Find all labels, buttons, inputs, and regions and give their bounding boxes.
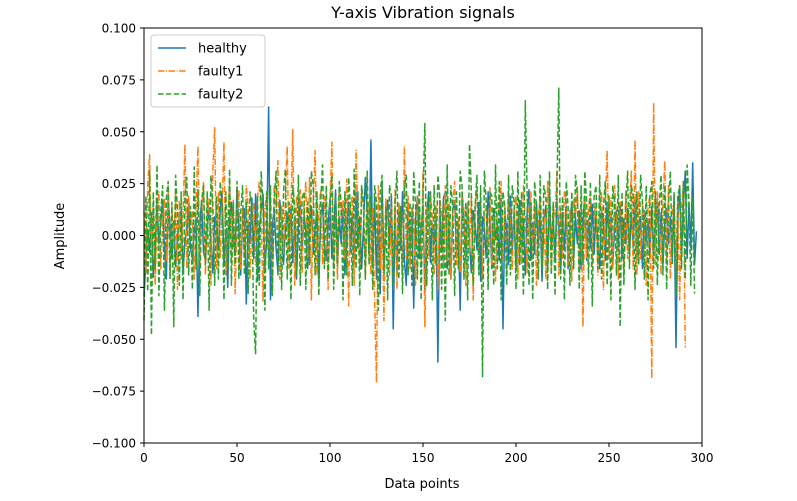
x-tick-label: 150 (412, 451, 435, 465)
legend: healthy faulty1 faulty2 (150, 34, 266, 108)
x-tick-label: 300 (691, 451, 714, 465)
y-axis-label: Amplitude (53, 203, 68, 270)
y-tick-label: 0.050 (102, 125, 136, 139)
y-tick-label: −0.050 (92, 333, 136, 347)
legend-label-faulty2: faulty2 (198, 88, 243, 103)
y-tick-label: 0.000 (102, 229, 136, 243)
x-tick-label: 0 (140, 451, 148, 465)
y-tick-label: −0.100 (92, 437, 136, 451)
x-tick-label: 200 (505, 451, 528, 465)
legend-box (150, 34, 266, 108)
y-tick-label: 0.100 (102, 22, 136, 36)
x-tick-label: 250 (598, 451, 621, 465)
legend-label-healthy: healthy (198, 42, 247, 57)
series-line-faulty1 (143, 101, 687, 384)
y-tick-label: 0.075 (102, 73, 136, 87)
y-tick-label: −0.025 (92, 281, 136, 295)
chart-title: Y-axis Vibration signals (330, 3, 515, 22)
y-tick-label: 0.025 (102, 177, 136, 191)
x-axis-label: Data points (384, 477, 459, 492)
legend-label-faulty1: faulty1 (198, 65, 243, 80)
series-layer (143, 87, 698, 384)
x-tick-label: 50 (229, 451, 244, 465)
series-line-faulty2 (143, 87, 696, 378)
x-tick-label: 100 (319, 451, 342, 465)
y-tick-label: −0.075 (92, 385, 136, 399)
plot-area-frame (143, 27, 703, 444)
axes-layer: 0 50 100 150 200 250 300 −0.100 −0.075 −0.050 −0.0… (92, 22, 714, 466)
